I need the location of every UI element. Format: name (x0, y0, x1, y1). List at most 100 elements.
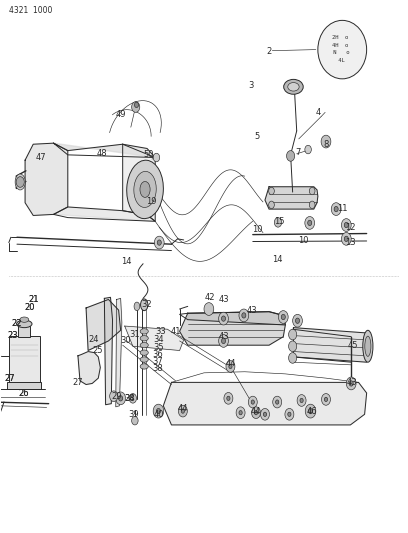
Text: 4L: 4L (335, 58, 345, 63)
Text: 2: 2 (266, 47, 272, 55)
Circle shape (305, 216, 315, 229)
Polygon shape (180, 312, 285, 345)
Text: 43: 43 (247, 305, 257, 314)
Circle shape (308, 408, 313, 414)
Text: 44: 44 (251, 407, 261, 416)
Circle shape (16, 176, 24, 187)
Circle shape (273, 396, 282, 408)
Text: 27: 27 (73, 378, 83, 387)
Circle shape (275, 400, 279, 404)
Text: 4321  1000: 4321 1000 (9, 6, 52, 15)
Ellipse shape (140, 329, 148, 334)
Circle shape (341, 232, 351, 245)
Circle shape (288, 329, 297, 340)
Text: 19: 19 (146, 197, 156, 206)
Text: 27: 27 (4, 374, 15, 383)
Circle shape (281, 314, 285, 320)
Text: 43: 43 (347, 378, 358, 387)
Circle shape (181, 409, 184, 413)
Circle shape (239, 309, 249, 322)
Text: 4: 4 (315, 108, 320, 117)
Circle shape (285, 408, 294, 420)
Text: 46: 46 (306, 407, 317, 416)
Ellipse shape (140, 357, 148, 362)
Polygon shape (78, 352, 100, 384)
Text: 26: 26 (18, 389, 29, 398)
Bar (18, 326, 30, 337)
Polygon shape (163, 382, 367, 425)
Circle shape (349, 381, 353, 386)
Ellipse shape (140, 336, 148, 341)
Text: 5: 5 (254, 132, 259, 141)
Circle shape (297, 394, 306, 406)
Circle shape (219, 312, 228, 325)
Circle shape (236, 407, 245, 418)
Circle shape (261, 408, 269, 420)
Circle shape (132, 416, 138, 425)
Circle shape (321, 135, 331, 148)
Text: 28: 28 (125, 394, 135, 403)
Text: 50: 50 (144, 150, 154, 159)
Circle shape (153, 404, 164, 418)
Circle shape (264, 412, 266, 416)
Circle shape (324, 397, 328, 401)
Text: 30: 30 (121, 336, 131, 345)
Circle shape (239, 410, 242, 415)
Text: 37: 37 (152, 357, 163, 366)
Circle shape (227, 396, 230, 400)
Circle shape (219, 335, 228, 348)
Circle shape (268, 187, 274, 195)
Text: 14: 14 (122, 257, 132, 265)
Text: N   o: N o (330, 50, 350, 55)
Text: 47: 47 (36, 153, 47, 162)
Circle shape (226, 361, 235, 372)
Text: 49: 49 (115, 110, 126, 119)
Text: 31: 31 (130, 330, 140, 339)
Text: 26: 26 (18, 389, 29, 398)
Circle shape (116, 392, 126, 405)
Ellipse shape (318, 20, 367, 79)
Circle shape (132, 102, 140, 112)
Text: 3: 3 (248, 81, 253, 90)
Circle shape (251, 400, 255, 404)
Text: 35: 35 (153, 343, 164, 352)
Text: 43: 43 (218, 295, 229, 304)
Text: 34: 34 (125, 394, 135, 403)
Ellipse shape (20, 317, 29, 322)
Text: 34: 34 (153, 335, 164, 344)
Ellipse shape (127, 160, 163, 219)
Text: 24: 24 (88, 335, 99, 344)
Circle shape (344, 222, 348, 228)
Polygon shape (86, 300, 121, 351)
Circle shape (157, 240, 161, 245)
Text: 10: 10 (252, 225, 262, 234)
Ellipse shape (140, 181, 150, 197)
Text: 44: 44 (177, 405, 188, 414)
Text: 13: 13 (345, 238, 356, 247)
Text: 39: 39 (129, 410, 140, 419)
Text: 29: 29 (111, 392, 122, 401)
Ellipse shape (140, 343, 148, 348)
Ellipse shape (17, 320, 32, 328)
Ellipse shape (141, 299, 148, 311)
Bar (7, 382, 41, 389)
Circle shape (135, 102, 139, 108)
Circle shape (156, 408, 160, 414)
Circle shape (242, 313, 246, 318)
Circle shape (278, 311, 288, 324)
Circle shape (224, 392, 233, 404)
Circle shape (110, 391, 118, 401)
Polygon shape (293, 328, 367, 362)
Polygon shape (104, 297, 113, 405)
Text: 22: 22 (12, 319, 22, 328)
Text: 43: 43 (218, 332, 229, 341)
Circle shape (334, 206, 338, 212)
Text: 2H  o: 2H o (332, 35, 348, 41)
Circle shape (222, 338, 226, 344)
Text: 22: 22 (12, 319, 22, 328)
Text: 10: 10 (298, 237, 309, 246)
Ellipse shape (365, 336, 371, 357)
Circle shape (119, 395, 123, 401)
Circle shape (288, 341, 297, 352)
Text: 36: 36 (152, 350, 163, 359)
